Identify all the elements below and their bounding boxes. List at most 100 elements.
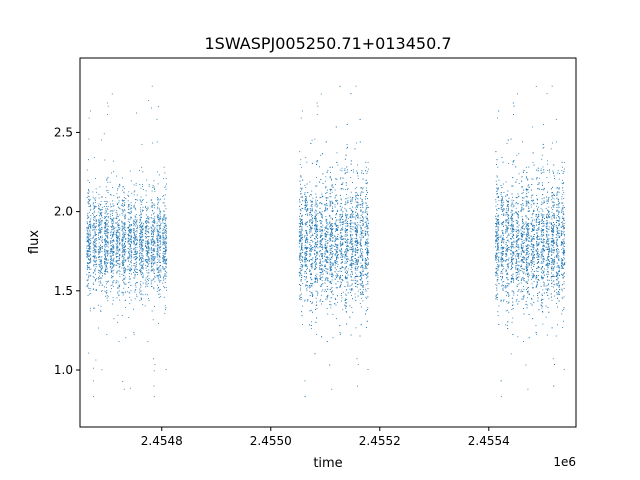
data-point — [121, 209, 123, 211]
data-point — [95, 266, 97, 268]
data-point — [140, 293, 142, 295]
data-point — [314, 281, 316, 282]
data-point — [162, 254, 164, 256]
data-point — [159, 214, 161, 216]
data-point — [135, 259, 137, 261]
data-point — [367, 224, 369, 226]
data-point — [301, 215, 303, 217]
data-point — [335, 262, 337, 264]
data-point — [107, 226, 109, 228]
data-point — [361, 283, 363, 284]
data-point — [148, 260, 150, 262]
data-point — [366, 252, 368, 254]
data-point — [362, 251, 364, 253]
data-point — [299, 223, 301, 225]
data-point — [164, 248, 166, 250]
data-point — [305, 277, 307, 279]
data-point — [310, 230, 312, 232]
data-point — [302, 266, 303, 268]
data-point — [360, 227, 362, 229]
data-point — [349, 264, 351, 266]
data-point — [101, 227, 102, 228]
data-point — [159, 227, 161, 229]
data-point — [107, 219, 109, 221]
data-point — [159, 226, 161, 228]
data-point — [153, 271, 155, 273]
data-point — [147, 252, 149, 253]
data-point — [121, 245, 123, 247]
data-point — [87, 203, 89, 205]
data-point — [326, 268, 328, 270]
data-point — [309, 259, 311, 261]
data-point — [124, 260, 126, 261]
data-point — [98, 237, 100, 238]
data-point — [147, 341, 149, 343]
data-point — [302, 324, 303, 325]
data-point — [124, 229, 126, 231]
data-point — [327, 313, 329, 315]
data-point — [154, 305, 155, 307]
data-point — [356, 280, 358, 282]
data-point — [105, 229, 107, 231]
data-point — [352, 261, 354, 263]
data-point — [123, 203, 125, 205]
data-point — [106, 295, 108, 297]
data-point — [298, 259, 300, 261]
data-point — [112, 215, 113, 216]
data-point — [94, 246, 96, 248]
data-point — [330, 266, 332, 268]
data-point — [329, 261, 331, 263]
data-point — [109, 181, 111, 183]
data-point — [164, 229, 166, 231]
data-point — [98, 257, 100, 259]
data-point — [133, 184, 135, 186]
data-point — [157, 235, 159, 237]
data-point — [107, 221, 109, 223]
data-point — [86, 221, 88, 223]
data-point — [157, 106, 159, 108]
data-point — [362, 220, 364, 222]
data-point — [156, 118, 158, 120]
data-point — [350, 169, 352, 171]
data-point — [356, 226, 358, 228]
data-point — [99, 238, 101, 240]
data-point — [162, 282, 164, 284]
data-point — [146, 226, 148, 228]
data-point — [159, 231, 161, 233]
data-point — [99, 215, 101, 217]
data-point — [93, 210, 95, 212]
data-point — [156, 222, 158, 224]
data-point — [330, 203, 332, 205]
data-point — [162, 244, 164, 246]
data-point — [362, 230, 364, 232]
data-point — [350, 231, 352, 233]
data-point — [136, 242, 138, 244]
data-point — [93, 256, 94, 258]
data-point — [147, 256, 149, 258]
data-point — [95, 244, 97, 246]
data-point — [130, 230, 132, 232]
data-point — [142, 199, 144, 200]
data-point — [157, 233, 159, 235]
data-point — [90, 259, 91, 260]
data-point — [101, 212, 103, 213]
data-point — [147, 253, 149, 255]
data-point — [133, 223, 135, 225]
data-point — [112, 253, 114, 255]
data-point — [329, 245, 331, 247]
data-point — [128, 287, 129, 288]
data-point — [330, 268, 332, 270]
data-point — [124, 278, 126, 280]
data-point — [306, 269, 307, 271]
data-point — [119, 248, 121, 250]
data-point — [354, 283, 356, 284]
data-point — [152, 244, 154, 246]
data-point — [139, 235, 141, 237]
data-point — [163, 231, 165, 233]
data-point — [141, 231, 143, 233]
data-point — [327, 256, 328, 258]
data-point — [99, 251, 101, 253]
data-point — [128, 230, 130, 231]
data-point — [345, 229, 347, 230]
data-point — [355, 142, 357, 144]
